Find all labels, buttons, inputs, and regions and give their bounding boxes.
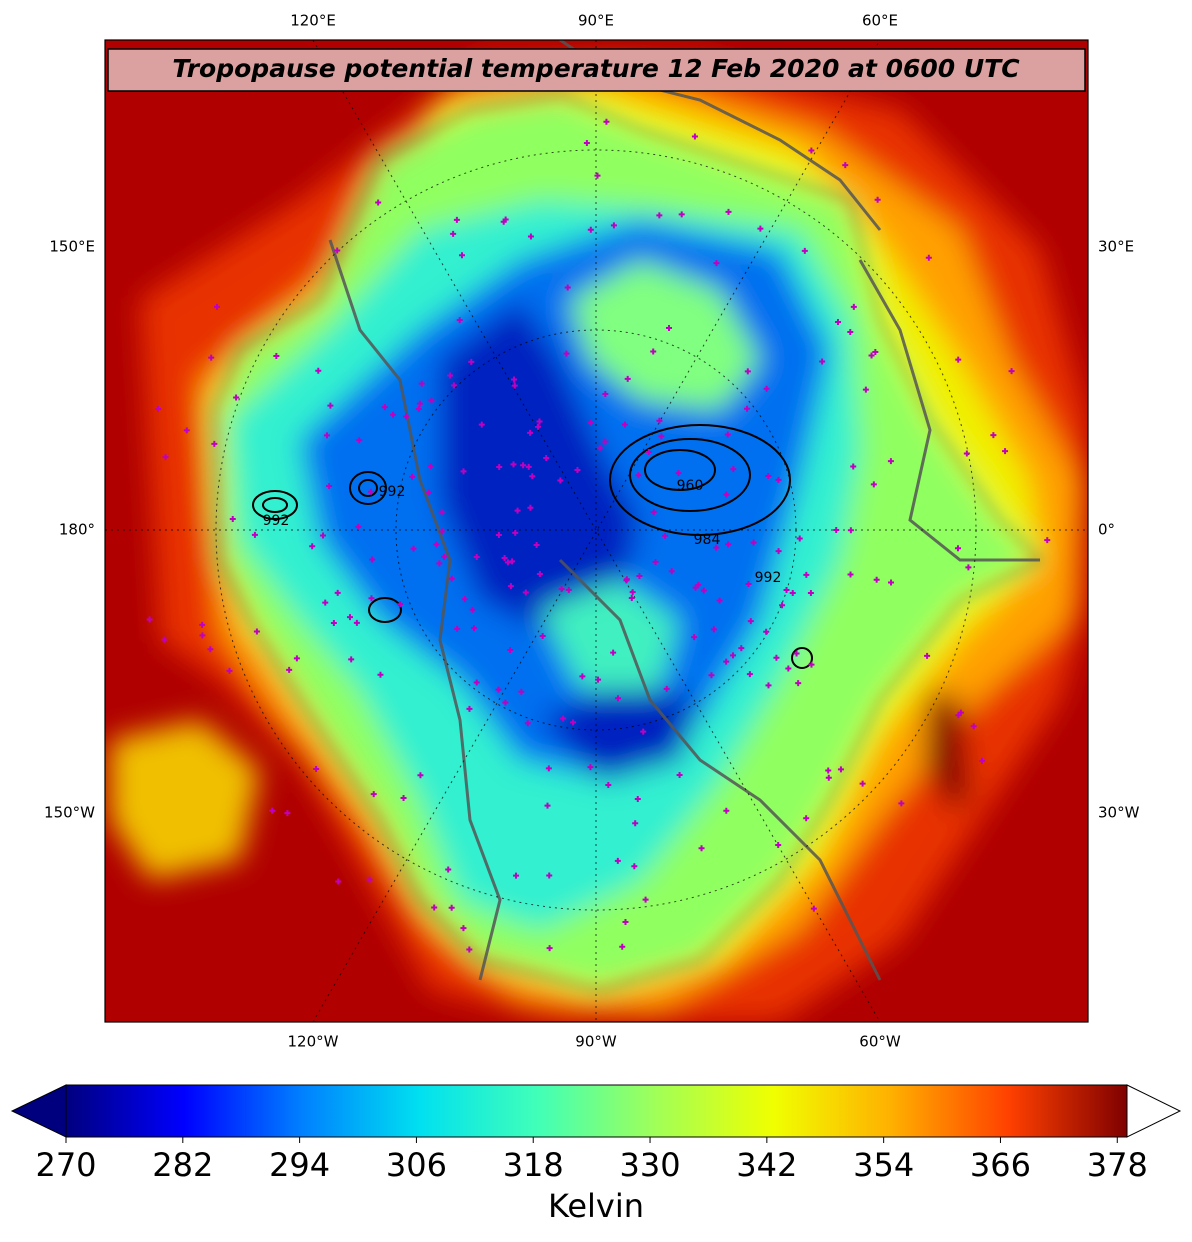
colorbar-tick-label: 330 (619, 1146, 680, 1184)
colorbar-tick-label: 306 (386, 1146, 447, 1184)
lon-label: 30°W (1098, 804, 1140, 822)
contour-label: 992 (263, 513, 290, 529)
colorbar-body (65, 1084, 1128, 1138)
contour-label: 960 (677, 478, 704, 494)
colorbar-label: Kelvin (548, 1187, 644, 1225)
colorbar-tick-label: 270 (35, 1146, 96, 1184)
colorbar-tick-label: 342 (736, 1146, 797, 1184)
contour-label: 984 (694, 532, 721, 548)
lon-label: 120°W (288, 1033, 339, 1051)
map-frame (104, 39, 1089, 1023)
colorbar-tick-label: 366 (970, 1146, 1031, 1184)
colorbar-tick-label: 354 (853, 1146, 914, 1184)
title-box (107, 48, 1086, 92)
lon-label: 60°E (862, 12, 898, 30)
lon-label: 120°E (290, 12, 336, 30)
colorbar-tick-label: 378 (1087, 1146, 1148, 1184)
lon-label: 0° (1098, 521, 1115, 539)
lon-label: 180° (59, 521, 95, 539)
lon-label: 150°W (44, 804, 95, 822)
colorbar-extend-max (1126, 1084, 1182, 1138)
lon-label: 90°E (578, 12, 614, 30)
lon-label: 150°E (49, 238, 95, 256)
lon-label: 90°W (575, 1033, 617, 1051)
contour-label: 992 (379, 484, 406, 500)
map-field (105, 40, 1088, 1022)
colorbar-extend-min (10, 1084, 67, 1138)
colorbar-tick-label: 318 (503, 1146, 564, 1184)
lon-label: 60°W (859, 1033, 901, 1051)
lon-label: 30°E (1098, 238, 1134, 256)
contour-label: 992 (755, 570, 782, 586)
colorbar-tick-label: 282 (152, 1146, 213, 1184)
colorbar-tick-label: 294 (269, 1146, 330, 1184)
colorbar: 270 282 294 306 318 330 342 354 366 378 (10, 1084, 1182, 1184)
chart-title: Tropopause potential temperature 12 Feb … (172, 54, 1020, 83)
